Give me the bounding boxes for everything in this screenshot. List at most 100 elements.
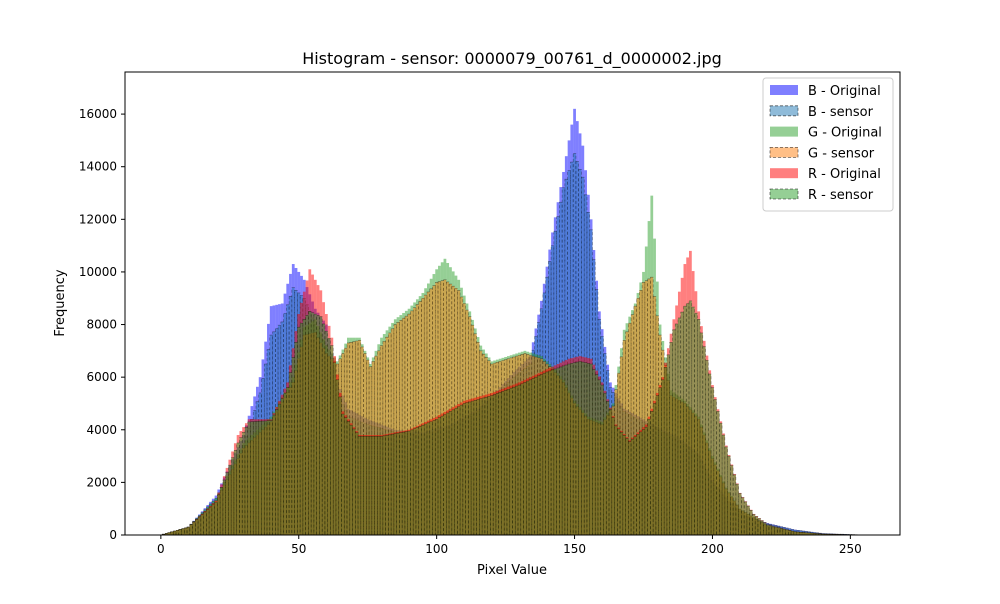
histogram-bar — [548, 371, 551, 535]
histogram-bar — [319, 317, 322, 535]
histogram-bar — [284, 393, 287, 535]
histogram-bar — [769, 525, 772, 535]
histogram-bar — [667, 355, 670, 535]
histogram-bar — [659, 388, 662, 535]
histogram-bar — [215, 502, 218, 535]
y-tick-label: 16000 — [79, 107, 117, 121]
histogram-bar — [501, 391, 504, 535]
histogram-bar — [695, 313, 698, 535]
histogram-bar — [223, 480, 226, 535]
histogram-bar — [537, 376, 540, 535]
histogram-bar — [532, 378, 535, 535]
y-tick-label: 0 — [109, 528, 117, 542]
histogram-bar — [250, 422, 253, 535]
y-tick-label: 10000 — [79, 265, 117, 279]
histogram-bar — [672, 330, 675, 535]
histogram-bar — [711, 388, 714, 535]
histogram-bar — [524, 382, 527, 535]
histogram-bar — [777, 528, 780, 535]
histogram-bar — [377, 436, 380, 535]
histogram-bar — [675, 324, 678, 535]
histogram-bar — [358, 436, 361, 535]
histogram-bar — [490, 396, 493, 535]
histogram-bar — [650, 411, 653, 535]
histogram-bar — [642, 430, 645, 535]
histogram-bar — [722, 435, 725, 535]
histogram-bar — [628, 442, 631, 535]
histogram-bar — [703, 347, 706, 535]
histogram-bar — [736, 484, 739, 535]
histogram-bar — [752, 514, 755, 535]
histogram-bar — [217, 495, 220, 535]
x-axis-label: Pixel Value — [477, 563, 547, 578]
histogram-bar — [747, 506, 750, 535]
histogram-bar — [601, 385, 604, 535]
histogram-bar — [612, 418, 615, 535]
histogram-bar — [342, 414, 345, 535]
histogram-bar — [565, 365, 568, 535]
histogram-bar — [546, 372, 549, 535]
histogram-bar — [256, 421, 259, 535]
histogram-bar — [595, 375, 598, 535]
histogram-bar — [212, 505, 215, 535]
histogram-bar — [744, 502, 747, 535]
histogram-bar — [182, 529, 185, 535]
histogram-bar — [507, 389, 510, 535]
histogram-bar — [750, 510, 753, 535]
histogram-bar — [173, 531, 176, 535]
histogram-bar — [664, 367, 667, 535]
histogram-bar — [653, 403, 656, 535]
histogram-bar — [689, 301, 692, 535]
histogram-bar — [408, 431, 411, 535]
histogram-bar — [700, 333, 703, 535]
histogram-bar — [455, 408, 458, 535]
histogram-bar — [786, 530, 789, 535]
histogram-bar — [670, 342, 673, 535]
histogram-bar — [446, 413, 449, 535]
histogram-bar — [322, 324, 325, 535]
histogram-bar — [184, 528, 187, 535]
histogram-bar — [336, 380, 339, 535]
histogram-bar — [562, 366, 565, 535]
histogram-bar — [231, 458, 234, 535]
histogram-bar — [499, 392, 502, 535]
histogram-bar — [380, 436, 383, 535]
histogram-bar — [228, 465, 231, 535]
histogram-bar — [529, 380, 532, 535]
histogram-bar — [421, 425, 424, 535]
histogram-bar — [791, 531, 794, 535]
x-tick-label: 0 — [157, 542, 165, 556]
histogram-bar — [237, 443, 240, 535]
histogram-bar — [176, 530, 179, 535]
x-tick-label: 200 — [701, 542, 724, 556]
histogram-bar — [289, 373, 292, 535]
histogram-bar — [515, 386, 518, 535]
histogram-bar — [308, 311, 311, 535]
histogram-bar — [424, 424, 427, 535]
legend-label: G - Original — [808, 126, 882, 141]
histogram-bar — [637, 434, 640, 535]
histogram-bar — [468, 402, 471, 535]
histogram-bar — [410, 430, 413, 535]
x-tick-label: 100 — [425, 542, 448, 556]
legend-swatch — [770, 127, 798, 137]
histogram-bar — [220, 487, 223, 535]
histogram-bar — [193, 522, 196, 535]
histogram-bar — [755, 517, 758, 535]
histogram-bar — [617, 429, 620, 535]
histogram-bar — [328, 338, 331, 535]
histogram-bar — [314, 314, 317, 535]
histogram-bar — [482, 398, 485, 535]
histogram-bar — [460, 405, 463, 535]
histogram-bar — [559, 367, 562, 535]
histogram-bar — [306, 315, 309, 535]
histogram-bar — [433, 420, 436, 535]
histogram-bar — [375, 436, 378, 535]
histogram-bar — [405, 432, 408, 535]
histogram-bar — [245, 427, 248, 535]
legend-swatch — [770, 85, 798, 95]
histogram-bar — [402, 432, 405, 535]
legend-swatch — [770, 189, 798, 199]
histogram-bar — [568, 364, 571, 535]
histogram-bar — [521, 384, 524, 535]
